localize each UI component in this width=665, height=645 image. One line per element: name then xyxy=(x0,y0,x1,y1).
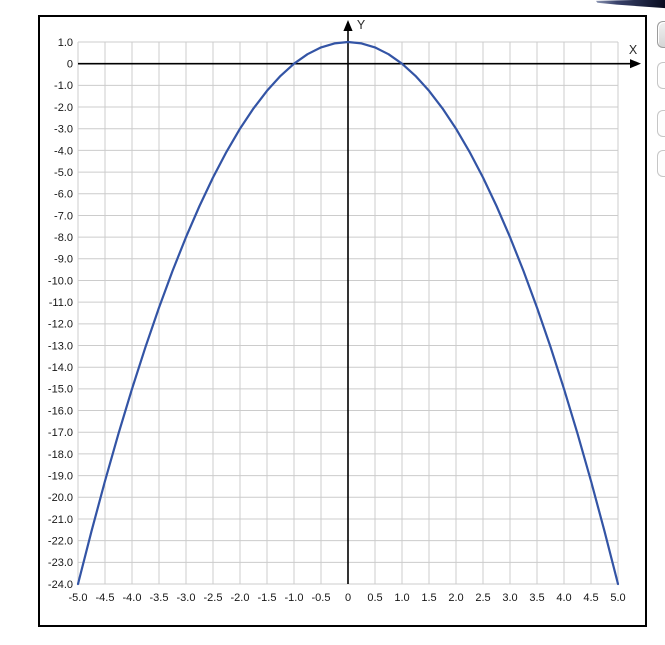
x-tick-label: 5.0 xyxy=(610,592,625,604)
x-tick-label: 3.5 xyxy=(529,592,544,604)
x-tick-label: -4.5 xyxy=(96,592,115,604)
axes xyxy=(78,20,641,584)
pen-tip-swoosh-icon xyxy=(596,0,665,9)
y-tick-label: 1.0 xyxy=(58,37,73,49)
parabola-curve xyxy=(76,40,620,586)
x-tick-label: 1.0 xyxy=(394,592,409,604)
y-tick-label: -15.0 xyxy=(48,384,73,396)
x-tick-label: 4.5 xyxy=(583,592,598,604)
y-tick-label: -19.0 xyxy=(48,470,73,482)
y-tick-label: -5.0 xyxy=(54,167,73,179)
chart-frame xyxy=(38,15,647,627)
x-tick-label: 0.5 xyxy=(367,592,382,604)
y-tick-label: -20.0 xyxy=(48,492,73,504)
x-tick-label: -2.5 xyxy=(204,592,223,604)
y-tick-label: -16.0 xyxy=(48,405,73,417)
y-tick-label: -17.0 xyxy=(48,427,73,439)
x-tick-label: -3.5 xyxy=(150,592,169,604)
x-tick-label: -2.0 xyxy=(231,592,250,604)
y-tick-label: -2.0 xyxy=(54,102,73,114)
x-tick-label: -4.0 xyxy=(123,592,142,604)
x-tick-label: 2.5 xyxy=(475,592,490,604)
y-axis-label: Y xyxy=(357,18,366,32)
x-tick-label: 1.5 xyxy=(421,592,436,604)
side-button-3[interactable] xyxy=(657,110,665,137)
y-tick-label: -9.0 xyxy=(54,254,73,266)
tick-labels: 1.0 0 -1.0 -2.0 -3.0 -4.0 -5.0 -6.0 -7.0 -8.0 -9.0… xyxy=(48,37,626,604)
y-tick-label: -13.0 xyxy=(48,340,73,352)
y-tick-label: 0 xyxy=(67,59,73,71)
y-tick-label: -3.0 xyxy=(54,124,73,136)
y-tick-label: -10.0 xyxy=(48,275,73,287)
y-axis-arrow-icon xyxy=(343,20,353,31)
x-axis-label: X xyxy=(629,43,638,57)
x-tick-label: -3.0 xyxy=(177,592,196,604)
y-tick-label: -7.0 xyxy=(54,210,73,222)
x-tick-label: 0 xyxy=(345,592,351,604)
side-button-2[interactable] xyxy=(657,62,665,89)
x-tick-label: -1.5 xyxy=(258,592,277,604)
y-tick-label: -8.0 xyxy=(54,232,73,244)
y-tick-label: -18.0 xyxy=(48,449,73,461)
x-tick-label: -5.0 xyxy=(69,592,88,604)
x-tick-label: 3.0 xyxy=(502,592,517,604)
x-tick-label: -0.5 xyxy=(312,592,331,604)
side-button-4[interactable] xyxy=(657,150,665,177)
y-tick-label: -6.0 xyxy=(54,189,73,201)
x-axis-arrow-icon xyxy=(630,59,641,69)
y-tick-label: -21.0 xyxy=(48,514,73,526)
side-button-1[interactable] xyxy=(657,21,665,48)
y-tick-label: -1.0 xyxy=(54,80,73,92)
y-tick-label: -11.0 xyxy=(49,297,73,309)
x-tick-label: -1.0 xyxy=(285,592,304,604)
y-tick-label: -24.0 xyxy=(48,579,73,591)
x-tick-label: 2.0 xyxy=(448,592,463,604)
y-tick-label: -14.0 xyxy=(48,362,73,374)
y-tick-label: -4.0 xyxy=(54,145,73,157)
y-tick-label: -23.0 xyxy=(48,557,73,569)
x-tick-label: 4.0 xyxy=(556,592,571,604)
y-tick-label: -22.0 xyxy=(48,535,73,547)
y-tick-label: -12.0 xyxy=(48,319,73,331)
